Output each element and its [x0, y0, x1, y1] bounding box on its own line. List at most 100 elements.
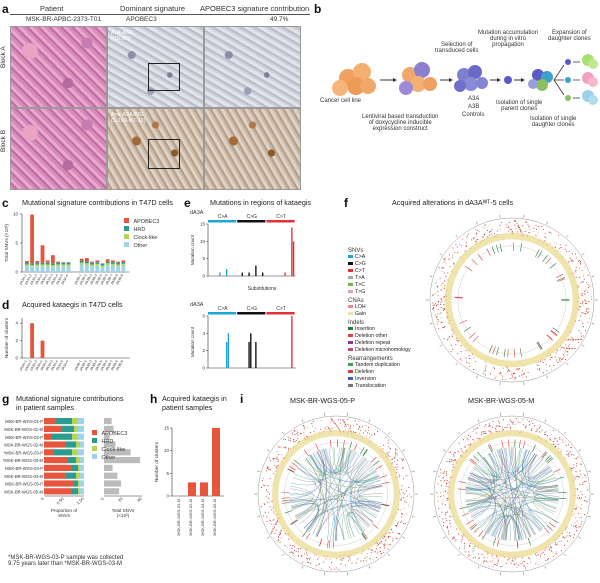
- snv-point: [341, 559, 343, 561]
- snv-point: [402, 459, 404, 461]
- snv-point: [446, 525, 449, 527]
- snv-point: [583, 275, 585, 277]
- snv-point: [573, 348, 575, 350]
- snv-point: [272, 519, 274, 521]
- bar-segment: [74, 480, 78, 487]
- total-snv-bar: [104, 464, 113, 471]
- rearrangement-link: [465, 449, 528, 492]
- ihc-zoom-block-a: [204, 26, 301, 108]
- snv-point: [564, 358, 566, 360]
- indel-mark: [536, 342, 542, 350]
- snv-point: [575, 339, 577, 341]
- snv-point: [395, 454, 397, 456]
- legend-header: CNAs: [348, 298, 364, 304]
- legend-swatch: [348, 269, 353, 273]
- snv-point: [380, 540, 383, 543]
- snv-point: [295, 439, 297, 441]
- sample-label: MSK-BR-WGS-05-M: [4, 489, 43, 494]
- snv-point: [501, 374, 503, 377]
- snv-point: [484, 374, 487, 376]
- snv-point: [442, 477, 444, 479]
- snv-point: [468, 555, 470, 557]
- sample-label: MSK-BR-WGS-02-M: [4, 443, 43, 448]
- snv-point: [583, 273, 585, 275]
- snv-point: [348, 560, 350, 562]
- snv-point: [554, 542, 557, 544]
- legend-text: Tandem duplication: [355, 362, 400, 368]
- snv-point: [581, 293, 583, 295]
- snv-point: [516, 417, 518, 420]
- rearrangement-link: [312, 450, 327, 535]
- snv-point: [582, 326, 584, 328]
- legend-swatch: [92, 430, 97, 435]
- snv-point: [468, 355, 470, 357]
- snv-point: [542, 228, 544, 231]
- indel-mark: [532, 444, 536, 452]
- snv-point: [567, 354, 569, 356]
- panel-c-title: Mutational signature contributions in T4…: [22, 198, 173, 207]
- legend-indel: Deletion other: [348, 333, 428, 340]
- snv-point: [562, 536, 564, 538]
- panel-label-a: a: [2, 2, 9, 16]
- snv-point: [512, 375, 514, 377]
- snv-point: [561, 439, 563, 441]
- y-tick-label: 0: [15, 270, 18, 275]
- sample-label: dA3A: [190, 302, 204, 308]
- bar-segment: [121, 260, 126, 263]
- mutated-clone-icon: [528, 69, 553, 91]
- snv-point: [380, 553, 382, 555]
- bar: [227, 333, 230, 368]
- snv-point: [437, 291, 439, 293]
- snv-point: [509, 419, 511, 421]
- snv-point: [273, 525, 275, 527]
- snv-point: [464, 543, 466, 545]
- snv-point: [266, 520, 268, 523]
- legend-swatch: [348, 334, 353, 338]
- snv-point: [465, 242, 468, 244]
- snv-point: [469, 546, 471, 548]
- snv-point: [518, 226, 520, 228]
- snv-point: [587, 321, 589, 324]
- indel-mark: [546, 334, 553, 341]
- snv-point: [559, 357, 561, 359]
- snv-point: [344, 425, 346, 427]
- snv-point: [569, 535, 571, 537]
- total-snv-bar: [104, 449, 131, 456]
- snv-point: [277, 465, 279, 467]
- snv-point: [391, 459, 393, 461]
- indel-mark: [362, 449, 368, 456]
- indel-mark: [535, 249, 540, 257]
- snv-point: [395, 447, 397, 449]
- legend-swatch: [348, 283, 353, 287]
- bar-segment: [85, 258, 89, 262]
- total-snv-bar: [104, 425, 114, 432]
- bar-segment: [90, 262, 94, 265]
- bar-segment: [25, 264, 29, 267]
- snv-point: [544, 553, 546, 555]
- chromosome-tick: [387, 553, 390, 557]
- a3b-label: A3B: [468, 104, 480, 110]
- snv-point: [511, 374, 513, 376]
- snv-point: [585, 303, 587, 305]
- snv-point: [564, 248, 566, 250]
- snv-point: [268, 497, 270, 499]
- snv-point: [486, 557, 489, 559]
- legend-header: SNVs: [348, 248, 364, 254]
- snv-point: [348, 556, 350, 558]
- snv-point: [476, 427, 478, 429]
- snv-point: [291, 433, 294, 435]
- snv-point: [465, 446, 467, 448]
- snv-point: [396, 524, 398, 526]
- bar-segment: [79, 258, 84, 261]
- snv-point: [264, 511, 266, 513]
- snv-point: [576, 507, 578, 509]
- cna-ring: [448, 430, 576, 558]
- snv-point: [584, 330, 586, 332]
- snv-point: [385, 539, 387, 541]
- indel-mark: [542, 254, 548, 262]
- snv-point: [300, 433, 302, 435]
- snv-point: [586, 501, 588, 503]
- chromosome-tick: [429, 275, 433, 277]
- snv-point: [588, 301, 590, 303]
- bar-segment: [40, 264, 45, 267]
